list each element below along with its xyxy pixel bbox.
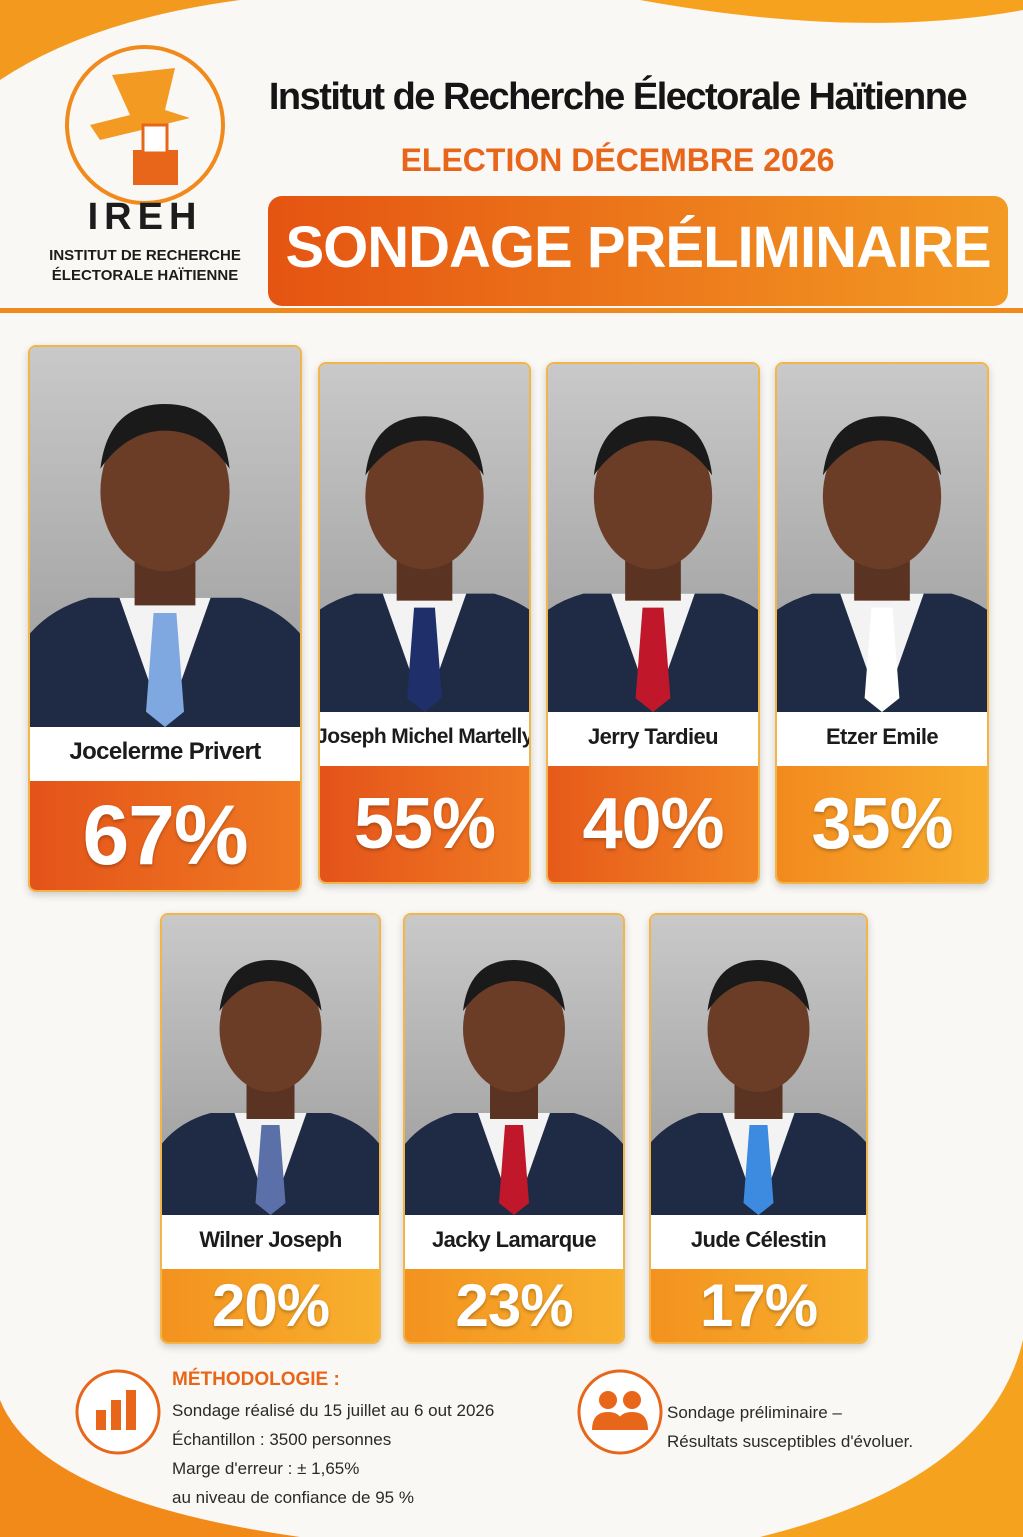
tie (635, 607, 671, 712)
logo-ring (65, 45, 225, 205)
hair (463, 960, 565, 1011)
head (463, 966, 565, 1092)
logo-name: INSTITUT DE RECHERCHE (49, 247, 241, 264)
logo-acronym: IREH (87, 196, 203, 238)
hair (707, 960, 810, 1011)
candidate-card: Jocelerme Privert 67% (28, 345, 302, 892)
candidate-photo (30, 347, 300, 727)
candidate-photo (405, 915, 623, 1215)
methodology-line: Échantillon : 3500 personnes (172, 1430, 392, 1449)
candidate-name: Joseph Michel Martelly (320, 712, 529, 762)
candidate-score: 23% (405, 1269, 623, 1342)
candidate-photo (162, 915, 379, 1215)
portrait (405, 960, 623, 1215)
hair (822, 416, 942, 476)
chart-icon-bar (111, 1400, 121, 1430)
portrait (162, 960, 379, 1215)
head (707, 966, 810, 1092)
candidate-score: 20% (162, 1269, 379, 1342)
methodology-line: Sondage réalisé du 15 juillet au 6 out 2… (172, 1401, 495, 1420)
chart-icon-bar (126, 1390, 136, 1430)
candidate-name: Jocelerme Privert (30, 727, 300, 777)
candidate-card: Joseph Michel Martelly 55% (318, 362, 531, 884)
head (365, 423, 484, 570)
candidate-card: Jerry Tardieu 40% (546, 362, 760, 884)
logo-name: ÉLECTORALE HAÏTIENNE (51, 267, 239, 284)
logo-map (90, 68, 190, 140)
candidate-score: 40% (548, 766, 758, 882)
people-icon (577, 1369, 663, 1455)
note-line: Sondage préliminaire – (667, 1403, 842, 1422)
logo-ballot-box (133, 150, 178, 185)
methodology-title: MÉTHODOLOGIE : (172, 1369, 340, 1390)
candidate-name: Wilner Joseph (162, 1215, 379, 1265)
candidate-name: Jacky Lamarque (405, 1215, 623, 1265)
corner-swoosh (640, 0, 1023, 23)
candidate-card: Etzer Emile 35% (775, 362, 989, 884)
portrait (320, 416, 529, 712)
hair (365, 416, 484, 476)
methodology-text: Sondage réalisé du 15 juillet au 6 out 2… (172, 1396, 494, 1512)
title: Institut de Recherche Électorale Haïtien… (268, 76, 968, 118)
candidate-score: 35% (777, 766, 987, 882)
head (593, 423, 713, 570)
tie (255, 1125, 286, 1215)
candidate-card: Jacky Lamarque 23% (403, 913, 625, 1344)
head (822, 423, 942, 570)
people-icon-head (599, 1391, 617, 1409)
candidate-score: 17% (651, 1269, 866, 1342)
candidate-score: 67% (30, 781, 300, 890)
tie (146, 613, 184, 727)
people-icon-head (623, 1391, 641, 1409)
corner-swoosh (0, 0, 240, 80)
hair (219, 960, 322, 1011)
corner-swoosh (0, 1400, 300, 1537)
portrait (548, 416, 758, 712)
candidate-name: Etzer Emile (777, 712, 987, 762)
candidate-card: Wilner Joseph 20% (160, 913, 381, 1344)
methodology-line: Marge d'erreur : ± 1,65% (172, 1459, 360, 1478)
note-line: Résultats susceptibles d'évoluer. (667, 1432, 914, 1451)
header-rule (0, 308, 1023, 313)
banner-text: SONDAGE PRÉLIMINAIRE (285, 215, 991, 280)
corner-swoosh (760, 1340, 1023, 1537)
tie (864, 607, 900, 712)
candidate-photo (548, 364, 758, 712)
head (100, 411, 230, 572)
banner (268, 196, 1008, 306)
people-icon-body (592, 1412, 648, 1430)
portrait (777, 416, 987, 712)
note-text: Sondage préliminaire – Résultats suscept… (667, 1398, 913, 1456)
methodology-line: au niveau de confiance de 95 % (172, 1488, 414, 1507)
chart-icon-bar (96, 1410, 106, 1430)
hair (593, 416, 713, 476)
candidate-photo (320, 364, 529, 712)
portrait (651, 960, 866, 1215)
tie (499, 1125, 529, 1215)
candidate-name: Jude Célestin (651, 1215, 866, 1265)
hair (100, 404, 230, 469)
candidate-card: Jude Célestin 17% (649, 913, 868, 1344)
candidate-score: 55% (320, 766, 529, 882)
subtitle: ELECTION DÉCEMBRE 2026 (400, 142, 835, 178)
portrait (30, 404, 300, 727)
tie (743, 1125, 774, 1215)
candidate-photo (777, 364, 987, 712)
candidate-photo (651, 915, 866, 1215)
tie (407, 607, 442, 712)
candidate-name: Jerry Tardieu (548, 712, 758, 762)
logo-ballot (141, 123, 169, 155)
head (219, 966, 322, 1092)
